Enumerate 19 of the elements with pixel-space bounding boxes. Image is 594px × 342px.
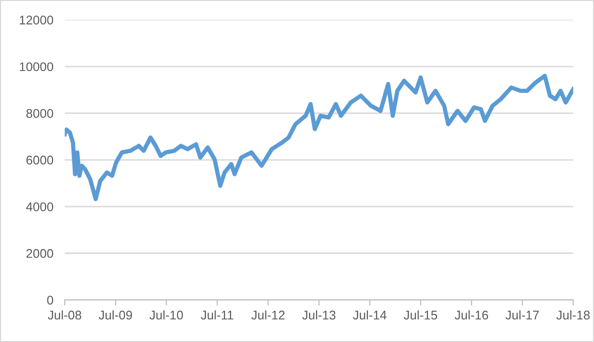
x-tick-label: Jul-16 <box>454 310 488 320</box>
x-tick-label: Jul-10 <box>150 310 183 320</box>
x-tick-label: Jul-12 <box>251 310 285 320</box>
x-tick-label: Jul-08 <box>48 310 82 320</box>
y-tick-label: 6000 <box>26 156 54 165</box>
x-tick-label: Jul-14 <box>352 310 386 320</box>
y-tick-label: 10000 <box>20 62 54 72</box>
x-tick-label: Jul-18 <box>556 310 590 320</box>
x-tick-label: Jul-13 <box>302 310 336 320</box>
line-series <box>64 74 574 202</box>
y-tick-label: 0 <box>47 296 54 305</box>
x-tick-label: Jul-15 <box>404 310 438 320</box>
y-tick-label: 8000 <box>26 109 54 118</box>
x-tick-label: Jul-09 <box>98 310 132 320</box>
y-tick-label: 4000 <box>26 202 54 212</box>
x-tick-label: Jul-11 <box>200 310 234 320</box>
y-tick-label: 12000 <box>20 16 54 24</box>
x-tick-label: Jul-17 <box>506 310 539 320</box>
y-tick-label: 2000 <box>26 249 54 258</box>
